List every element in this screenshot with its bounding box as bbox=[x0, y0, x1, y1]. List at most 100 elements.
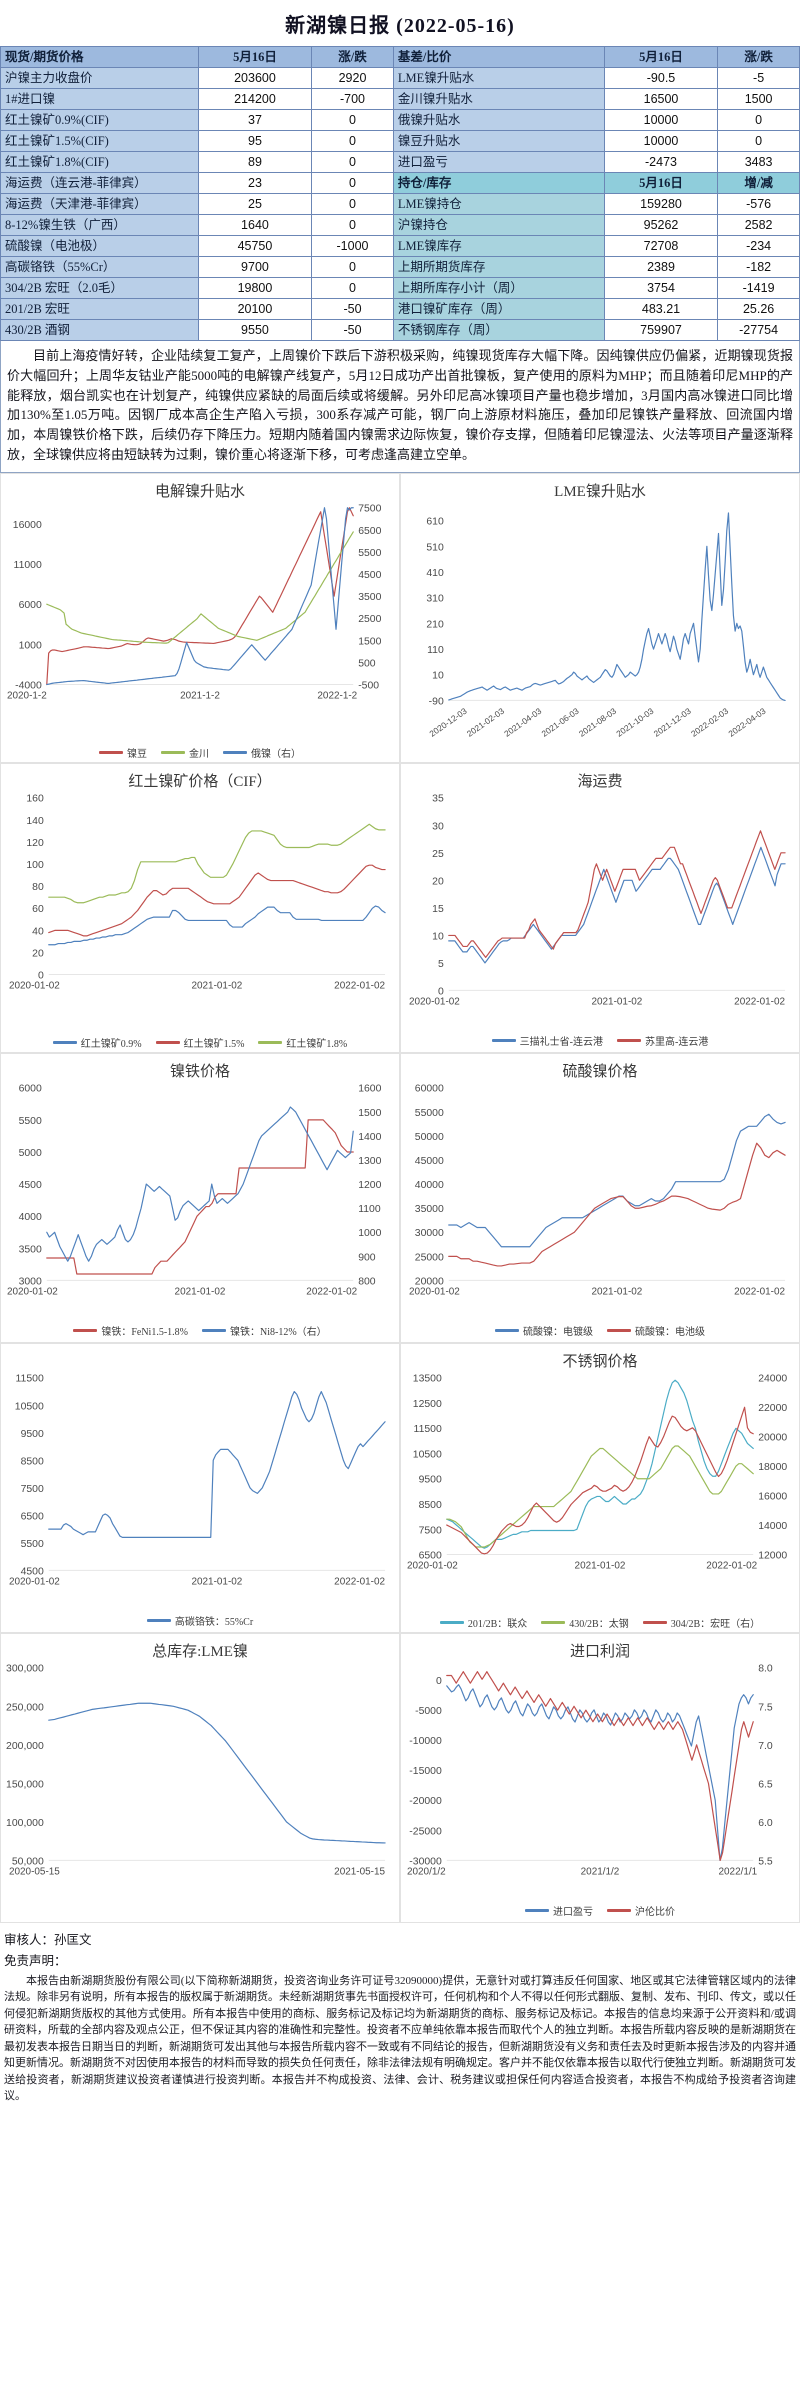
svg-text:-5000: -5000 bbox=[415, 1705, 442, 1716]
row-change-left: -50 bbox=[311, 298, 394, 320]
svg-text:4000: 4000 bbox=[19, 1212, 42, 1223]
svg-text:-500: -500 bbox=[358, 680, 379, 691]
svg-text:2020-1-2: 2020-1-2 bbox=[7, 690, 47, 701]
row-label-right: LME镍升贴水 bbox=[392, 67, 605, 89]
svg-text:6500: 6500 bbox=[419, 1550, 442, 1561]
col-header-date-left: 5月16日 bbox=[197, 46, 313, 68]
row-label-left: 海运费（连云港-菲律宾） bbox=[0, 172, 199, 194]
svg-text:1600: 1600 bbox=[358, 1083, 381, 1094]
svg-text:-90: -90 bbox=[429, 696, 444, 707]
legend-label: 镍铁：Ni8-12%（右） bbox=[230, 1326, 327, 1338]
svg-text:11500: 11500 bbox=[16, 1373, 44, 1384]
svg-text:11000: 11000 bbox=[14, 559, 42, 570]
legend-swatch-icon bbox=[155, 1040, 180, 1044]
row-value-right: 483.21 bbox=[603, 298, 719, 320]
row-value-left: 9550 bbox=[197, 319, 313, 341]
row-label-left: 红土镍矿1.8%(CIF) bbox=[0, 151, 199, 173]
market-commentary: 目前上海疫情好转，企业陆续复工复产，上周镍价下跌后下游积极采购，纯镍现货库存大幅… bbox=[0, 341, 800, 473]
col-header-position-inventory: 持仓/库存 bbox=[392, 172, 605, 194]
svg-text:300,000: 300,000 bbox=[6, 1663, 44, 1674]
svg-text:2020-12-03: 2020-12-03 bbox=[427, 705, 468, 738]
svg-text:2021-01-02: 2021-01-02 bbox=[191, 1576, 242, 1587]
svg-text:250,000: 250,000 bbox=[6, 1702, 44, 1713]
svg-text:0: 0 bbox=[38, 970, 44, 981]
series-line bbox=[448, 846, 786, 964]
table-row: 海运费（连云港-菲律宾） 23 0 持仓/库存 5月16日 增/减 bbox=[0, 172, 800, 194]
svg-text:2020-01-02: 2020-01-02 bbox=[407, 1560, 458, 1571]
svg-text:2022/1/1: 2022/1/1 bbox=[718, 1866, 757, 1877]
table-row: 1#进口镍 214200 -700 金川镍升贴水 16500 1500 bbox=[0, 88, 800, 110]
chart-dianjie: 电解镍升贴水 -4000 1000 6000 11000 16000 -500 500 1500… bbox=[0, 472, 400, 763]
row-value-left: 89 bbox=[197, 151, 313, 173]
legend-label: 俄镍（右） bbox=[251, 748, 301, 760]
svg-text:4500: 4500 bbox=[358, 570, 381, 581]
svg-text:-15000: -15000 bbox=[409, 1766, 442, 1777]
svg-text:2020-01-02: 2020-01-02 bbox=[9, 1576, 60, 1587]
col-header-basis-ratio: 基差/比价 bbox=[392, 46, 605, 68]
row-label-right: LME镍持仓 bbox=[392, 193, 605, 215]
table-row: 430/2B 酒钢 9550 -50 不锈钢库存（周） 759907 -27754 bbox=[0, 319, 800, 341]
svg-text:5500: 5500 bbox=[19, 1115, 42, 1126]
svg-text:5: 5 bbox=[438, 958, 444, 969]
series-line bbox=[448, 511, 786, 701]
row-label-left: 硫酸镍（电池极） bbox=[0, 235, 199, 257]
svg-text:30000: 30000 bbox=[415, 1228, 444, 1239]
legend-label: 金川 bbox=[189, 748, 209, 760]
svg-text:2021-01-02: 2021-01-02 bbox=[575, 1560, 626, 1571]
row-value-left: 45750 bbox=[197, 235, 313, 257]
series-line bbox=[46, 530, 354, 644]
chart-legend: 三描礼士省-连云港 苏里高-连云港 bbox=[401, 1033, 799, 1048]
svg-text:35: 35 bbox=[432, 793, 444, 804]
svg-text:7500: 7500 bbox=[21, 1483, 44, 1494]
legend-label: 304/2B：宏旺（右） bbox=[670, 1618, 761, 1630]
row-value-right: 16500 bbox=[603, 88, 719, 110]
svg-text:35000: 35000 bbox=[415, 1204, 444, 1215]
row-change-right: 2582 bbox=[717, 214, 800, 236]
row-value-left: 214200 bbox=[197, 88, 313, 110]
table-row: 8-12%镍生铁（广西） 1640 0 沪镍持仓 95262 2582 bbox=[0, 214, 800, 236]
row-change-right: -5 bbox=[717, 67, 800, 89]
series-line bbox=[446, 1379, 754, 1549]
svg-text:410: 410 bbox=[426, 567, 444, 578]
legend-label: 红土镍矿1.5% bbox=[183, 1038, 245, 1050]
legend-swatch-icon bbox=[491, 1038, 516, 1042]
row-change-right: 1500 bbox=[717, 88, 800, 110]
svg-text:2021/1/2: 2021/1/2 bbox=[581, 1866, 620, 1877]
row-change-right: -1419 bbox=[717, 277, 800, 299]
legend-swatch-icon bbox=[258, 1040, 283, 1044]
row-change-left: -1000 bbox=[311, 235, 394, 257]
row-change-right: 3483 bbox=[717, 151, 800, 173]
row-change-left: -50 bbox=[311, 319, 394, 341]
svg-text:3000: 3000 bbox=[19, 1276, 42, 1287]
legend-item: 苏里高-连云港 bbox=[617, 1033, 708, 1048]
svg-text:140: 140 bbox=[26, 815, 44, 826]
svg-text:120: 120 bbox=[26, 837, 44, 848]
svg-text:2022-1-2: 2022-1-2 bbox=[317, 690, 357, 701]
series-line bbox=[48, 904, 386, 945]
table-row: 高碳铬铁（55%Cr） 9700 0 上期所期货库存 2389 -182 bbox=[0, 256, 800, 278]
series-line bbox=[46, 1118, 354, 1275]
table-row: 304/2B 宏旺（2.0毛） 19800 0 上期所库存小计（周） 3754 -1419 bbox=[0, 277, 800, 299]
chart-legend: 镍铁：FeNi1.5-1.8% 镍铁：Ni8-12%（右） bbox=[1, 1323, 399, 1338]
series-line bbox=[48, 1702, 386, 1844]
svg-text:12500: 12500 bbox=[413, 1398, 442, 1409]
chart-nickel-sulfate: 硫酸镍价格 20000 25000 30000 35000 40000 45000 50000… bbox=[400, 1052, 800, 1343]
row-value-left: 23 bbox=[197, 172, 313, 194]
svg-text:510: 510 bbox=[426, 542, 444, 553]
svg-text:40000: 40000 bbox=[415, 1180, 444, 1191]
chart-nickel-ore-cif: 红土镍矿价格（CIF） 0 20 40 60 80 100 120 140 160 2020-01-… bbox=[0, 762, 400, 1053]
series-line bbox=[46, 1105, 354, 1262]
svg-text:20000: 20000 bbox=[758, 1432, 787, 1443]
col-header-change-inv: 增/减 bbox=[717, 172, 800, 194]
legend-swatch-icon bbox=[223, 750, 247, 754]
svg-text:2020-01-02: 2020-01-02 bbox=[409, 1286, 460, 1297]
row-change-right: -234 bbox=[717, 235, 800, 257]
svg-text:2022-01-02: 2022-01-02 bbox=[734, 996, 785, 1007]
legend-label: 镍豆 bbox=[127, 748, 147, 760]
svg-text:7500: 7500 bbox=[419, 1525, 442, 1536]
svg-text:1500: 1500 bbox=[358, 636, 381, 647]
legend-item: 俄镍（右） bbox=[223, 745, 301, 760]
col-header-change-left: 涨/跌 bbox=[311, 46, 394, 68]
svg-text:14000: 14000 bbox=[758, 1521, 787, 1532]
